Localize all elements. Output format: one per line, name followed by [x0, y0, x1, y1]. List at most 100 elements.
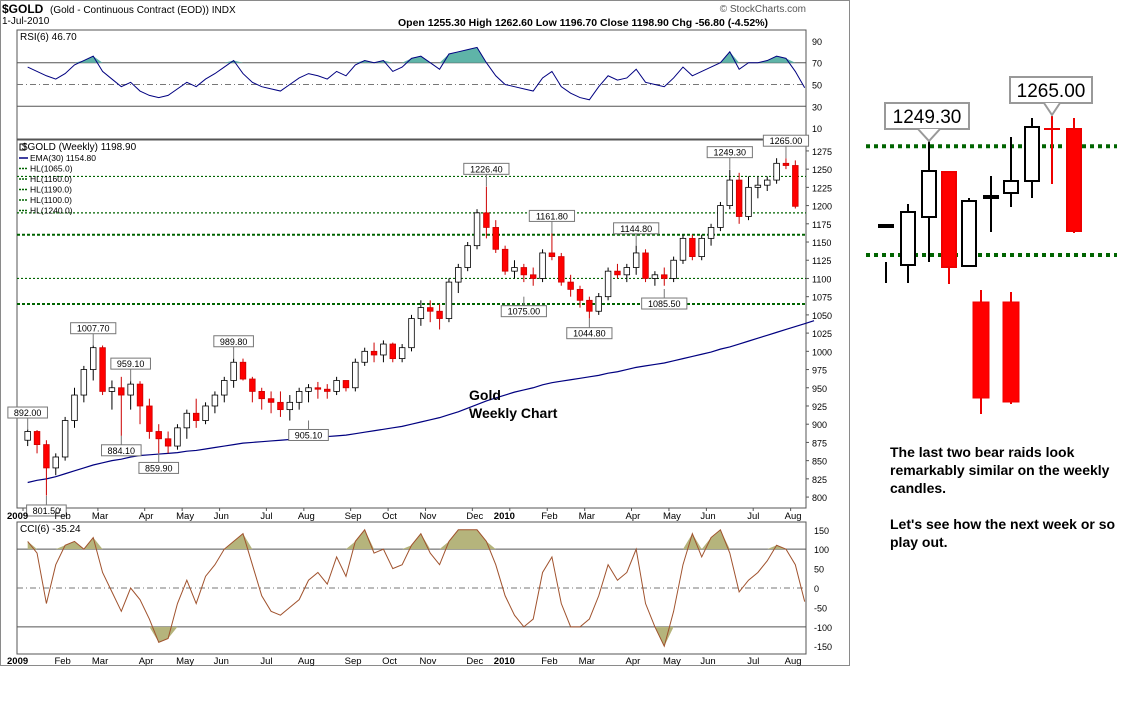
candle-body	[520, 267, 528, 276]
price-tick-label: 950	[812, 384, 827, 394]
month-label-cci: Aug	[298, 656, 315, 667]
price-candle	[754, 176, 762, 199]
commentary-line-2: Let's see how the next week or so play o…	[890, 516, 1116, 550]
price-candle	[576, 285, 584, 308]
month-label-price: Feb	[541, 511, 557, 522]
annotation-box	[706, 146, 753, 159]
price-candle	[473, 209, 481, 250]
price-candle	[632, 245, 640, 275]
price-candle	[370, 342, 378, 363]
zoom-candle	[961, 198, 977, 267]
ohlc-readout: Open 1255.30 High 1262.60 Low 1196.70 Cl…	[398, 17, 768, 29]
month-label-price: May	[663, 511, 681, 522]
candle-body	[483, 212, 490, 228]
price-candle	[735, 172, 743, 224]
price-candle	[651, 271, 659, 286]
month-label-cci: Oct	[382, 656, 397, 667]
price-candle	[80, 365, 88, 403]
zoom-candle-body	[1066, 128, 1082, 232]
cci-label: CCI(6) -35.24	[20, 524, 81, 535]
candle-body	[174, 427, 181, 447]
candle-body	[380, 343, 387, 356]
candle-body	[558, 256, 565, 283]
candle-body	[576, 288, 584, 301]
cci-tick-label: -50	[814, 603, 827, 613]
price-tick-label: 825	[812, 475, 827, 485]
annotation-box	[566, 327, 613, 340]
candle-body	[146, 405, 153, 432]
legend-item: EMA(30) 1154.80	[30, 153, 96, 163]
price-candle	[230, 358, 237, 388]
price-tick-label: 1150	[812, 238, 831, 248]
price-tick-label: 1175	[812, 220, 831, 230]
annotation-box	[463, 162, 510, 175]
price-candle	[99, 345, 106, 396]
price-candle	[492, 220, 499, 253]
candle-body	[632, 252, 640, 268]
candle-body	[389, 343, 396, 360]
price-candle	[792, 160, 799, 209]
candle-body	[258, 391, 265, 400]
rsi-label: RSI(6) 46.70	[20, 32, 77, 43]
candle-body	[642, 252, 649, 279]
month-label-price: Apr	[139, 511, 154, 522]
candle-body	[511, 267, 518, 272]
annotation-box	[7, 406, 48, 419]
candle-body	[764, 179, 771, 186]
candle-body	[548, 252, 556, 257]
candle-body	[267, 398, 275, 403]
candle-body	[698, 237, 705, 257]
price-candle	[539, 249, 546, 283]
candle-body	[745, 186, 752, 217]
symbol-name: (Gold - Continuous Contract (EOD)) INDX	[50, 5, 236, 16]
month-label-cci: Dec	[466, 656, 483, 667]
candle-body	[127, 383, 134, 396]
month-label-price: Oct	[382, 511, 397, 522]
candle-body	[342, 380, 350, 389]
price-tick-label: 1025	[812, 329, 832, 339]
candle-body	[183, 412, 191, 429]
candle-body	[586, 299, 593, 312]
month-label-cci: Mar	[92, 656, 108, 667]
candle-body	[792, 165, 799, 207]
legend-symbol: $GOLD (Weekly) 1198.90	[22, 142, 137, 153]
annotation-box	[100, 444, 142, 457]
zoom-candle	[878, 224, 894, 283]
price-tick-label: 850	[812, 457, 827, 467]
candle-body	[305, 387, 312, 392]
candle-body	[33, 431, 41, 446]
price-tick-label: 1225	[812, 183, 832, 193]
zoom-candle-body	[1002, 301, 1020, 403]
candle-body	[230, 361, 237, 381]
candle-body	[155, 431, 162, 440]
price-candle	[614, 263, 621, 279]
zoom-callout-right-label: 1265.00	[1017, 81, 1086, 102]
month-label-cci: Jun	[700, 656, 715, 667]
price-candle	[211, 391, 219, 414]
month-label-cci: Jul	[747, 656, 759, 667]
price-candle	[782, 158, 790, 170]
candle-body	[417, 307, 425, 319]
month-label-cci: Feb	[54, 656, 70, 667]
month-label-cci: Nov	[420, 656, 437, 667]
candle-body	[492, 227, 499, 250]
annotation-box	[641, 297, 688, 310]
zoom-candle-body	[921, 170, 937, 218]
zoom-candle	[983, 176, 999, 232]
zoom-candle	[941, 171, 957, 284]
candle-body	[24, 431, 31, 441]
candle-body	[670, 259, 677, 279]
price-candle	[773, 158, 780, 184]
candle-body	[361, 350, 368, 363]
price-candle	[745, 176, 752, 221]
annotation-label: 1265.00	[770, 136, 803, 146]
price-tick-label: 975	[812, 366, 827, 376]
candle-body	[90, 347, 97, 370]
price-candle	[417, 300, 425, 326]
annotation-label: 905.10	[295, 430, 323, 440]
price-candle	[623, 263, 631, 283]
price-candle	[352, 358, 359, 392]
candle-body	[501, 248, 509, 272]
price-tick-label: 1100	[812, 274, 831, 284]
